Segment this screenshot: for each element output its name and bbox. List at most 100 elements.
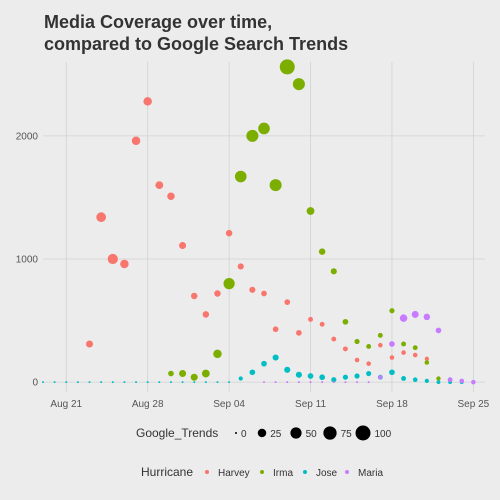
point-irma: [424, 360, 430, 365]
series-irma: [168, 59, 441, 381]
point-maria: [356, 381, 359, 384]
point-irma: [269, 179, 282, 192]
series-jose: [42, 354, 464, 385]
point-harvey: [284, 299, 291, 305]
point-harvey: [401, 350, 406, 355]
size-legend-label: 25: [270, 429, 282, 440]
point-maria: [435, 327, 442, 334]
point-jose: [76, 381, 79, 384]
point-jose: [135, 381, 138, 384]
chart-title-line1: Media Coverage over time,: [44, 12, 272, 32]
point-jose: [204, 381, 207, 384]
x-tick-label: Sep 04: [213, 399, 245, 410]
point-maria: [367, 381, 370, 384]
point-harvey: [179, 241, 187, 249]
size-legend-key: [290, 427, 302, 439]
series-harvey: [86, 97, 441, 381]
size-legend-title: Google_Trends: [136, 426, 218, 440]
point-jose: [307, 373, 314, 379]
point-jose: [228, 381, 231, 384]
color-legend-label: Irma: [273, 468, 293, 479]
x-tick-label: Aug 28: [132, 399, 164, 410]
point-jose: [366, 370, 372, 377]
point-jose: [42, 381, 44, 384]
series-maria: [263, 310, 476, 385]
point-harvey: [143, 97, 152, 106]
x-tick-label: Sep 25: [458, 399, 490, 410]
point-jose: [295, 371, 302, 378]
point-irma: [223, 278, 235, 290]
point-irma: [330, 268, 337, 275]
point-maria: [263, 381, 265, 384]
point-maria: [459, 378, 465, 384]
size-legend-label: 0: [241, 429, 247, 440]
point-harvey: [120, 259, 129, 269]
size-legend-label: 100: [375, 429, 392, 440]
point-maria: [411, 310, 419, 318]
point-irma: [318, 248, 326, 255]
point-irma: [292, 78, 305, 91]
point-jose: [284, 366, 291, 373]
point-irma: [234, 170, 247, 183]
point-jose: [193, 381, 196, 384]
point-harvey: [167, 192, 175, 200]
axis-tick-labels: Aug 21 Aug 28 Sep 04 Sep 11 Sep 18 Sep 25 0 100…: [16, 131, 490, 410]
size-legend-key: [257, 428, 267, 438]
color-legend-title: Hurricane: [141, 465, 193, 479]
point-harvey: [424, 356, 429, 361]
point-jose: [111, 381, 114, 384]
grid-lines: [43, 62, 485, 392]
point-jose: [88, 381, 91, 384]
point-harvey: [378, 342, 383, 348]
point-harvey: [366, 361, 371, 366]
point-jose: [261, 360, 267, 367]
point-jose: [100, 381, 103, 384]
size-legend-key: [235, 432, 237, 434]
point-maria: [447, 377, 453, 383]
point-irma: [342, 318, 349, 325]
point-jose: [424, 378, 429, 384]
point-irma: [436, 376, 441, 381]
point-irma: [201, 369, 210, 378]
color-legend-label: Harvey: [218, 468, 250, 479]
y-tick-label: 1000: [16, 255, 39, 266]
point-irma: [190, 373, 198, 381]
point-harvey: [319, 321, 325, 327]
size-legend-label: 75: [341, 429, 353, 440]
point-maria: [471, 379, 476, 385]
point-harvey: [272, 326, 279, 333]
point-harvey: [155, 181, 164, 190]
color-legend-key-irma: [260, 470, 264, 474]
point-maria: [309, 381, 312, 384]
point-jose: [342, 374, 349, 380]
point-harvey: [331, 336, 337, 342]
point-maria: [297, 381, 300, 384]
point-jose: [146, 381, 149, 384]
point-jose: [389, 369, 395, 376]
point-irma: [354, 338, 360, 345]
y-tick-label: 2000: [16, 131, 39, 142]
point-harvey: [412, 352, 418, 358]
x-tick-label: Aug 21: [50, 399, 82, 410]
color-legend-key-maria: [345, 470, 349, 474]
point-harvey: [131, 136, 141, 146]
point-jose: [53, 381, 56, 384]
point-jose: [249, 369, 256, 376]
point-maria: [321, 381, 324, 384]
point-irma: [279, 59, 295, 75]
point-maria: [399, 314, 408, 322]
color-legend-key-harvey: [205, 470, 209, 474]
point-harvey: [354, 357, 360, 363]
chart-title-line2: compared to Google Search Trends: [44, 34, 348, 54]
data-points: [42, 59, 476, 385]
point-maria: [286, 381, 289, 384]
point-irma: [179, 370, 187, 378]
color-legend-label: Maria: [358, 468, 383, 479]
point-jose: [319, 374, 325, 381]
point-jose: [238, 376, 243, 381]
point-harvey: [202, 311, 210, 318]
point-irma: [412, 345, 418, 351]
point-harvey: [107, 253, 118, 265]
x-tick-label: Sep 11: [295, 399, 326, 410]
